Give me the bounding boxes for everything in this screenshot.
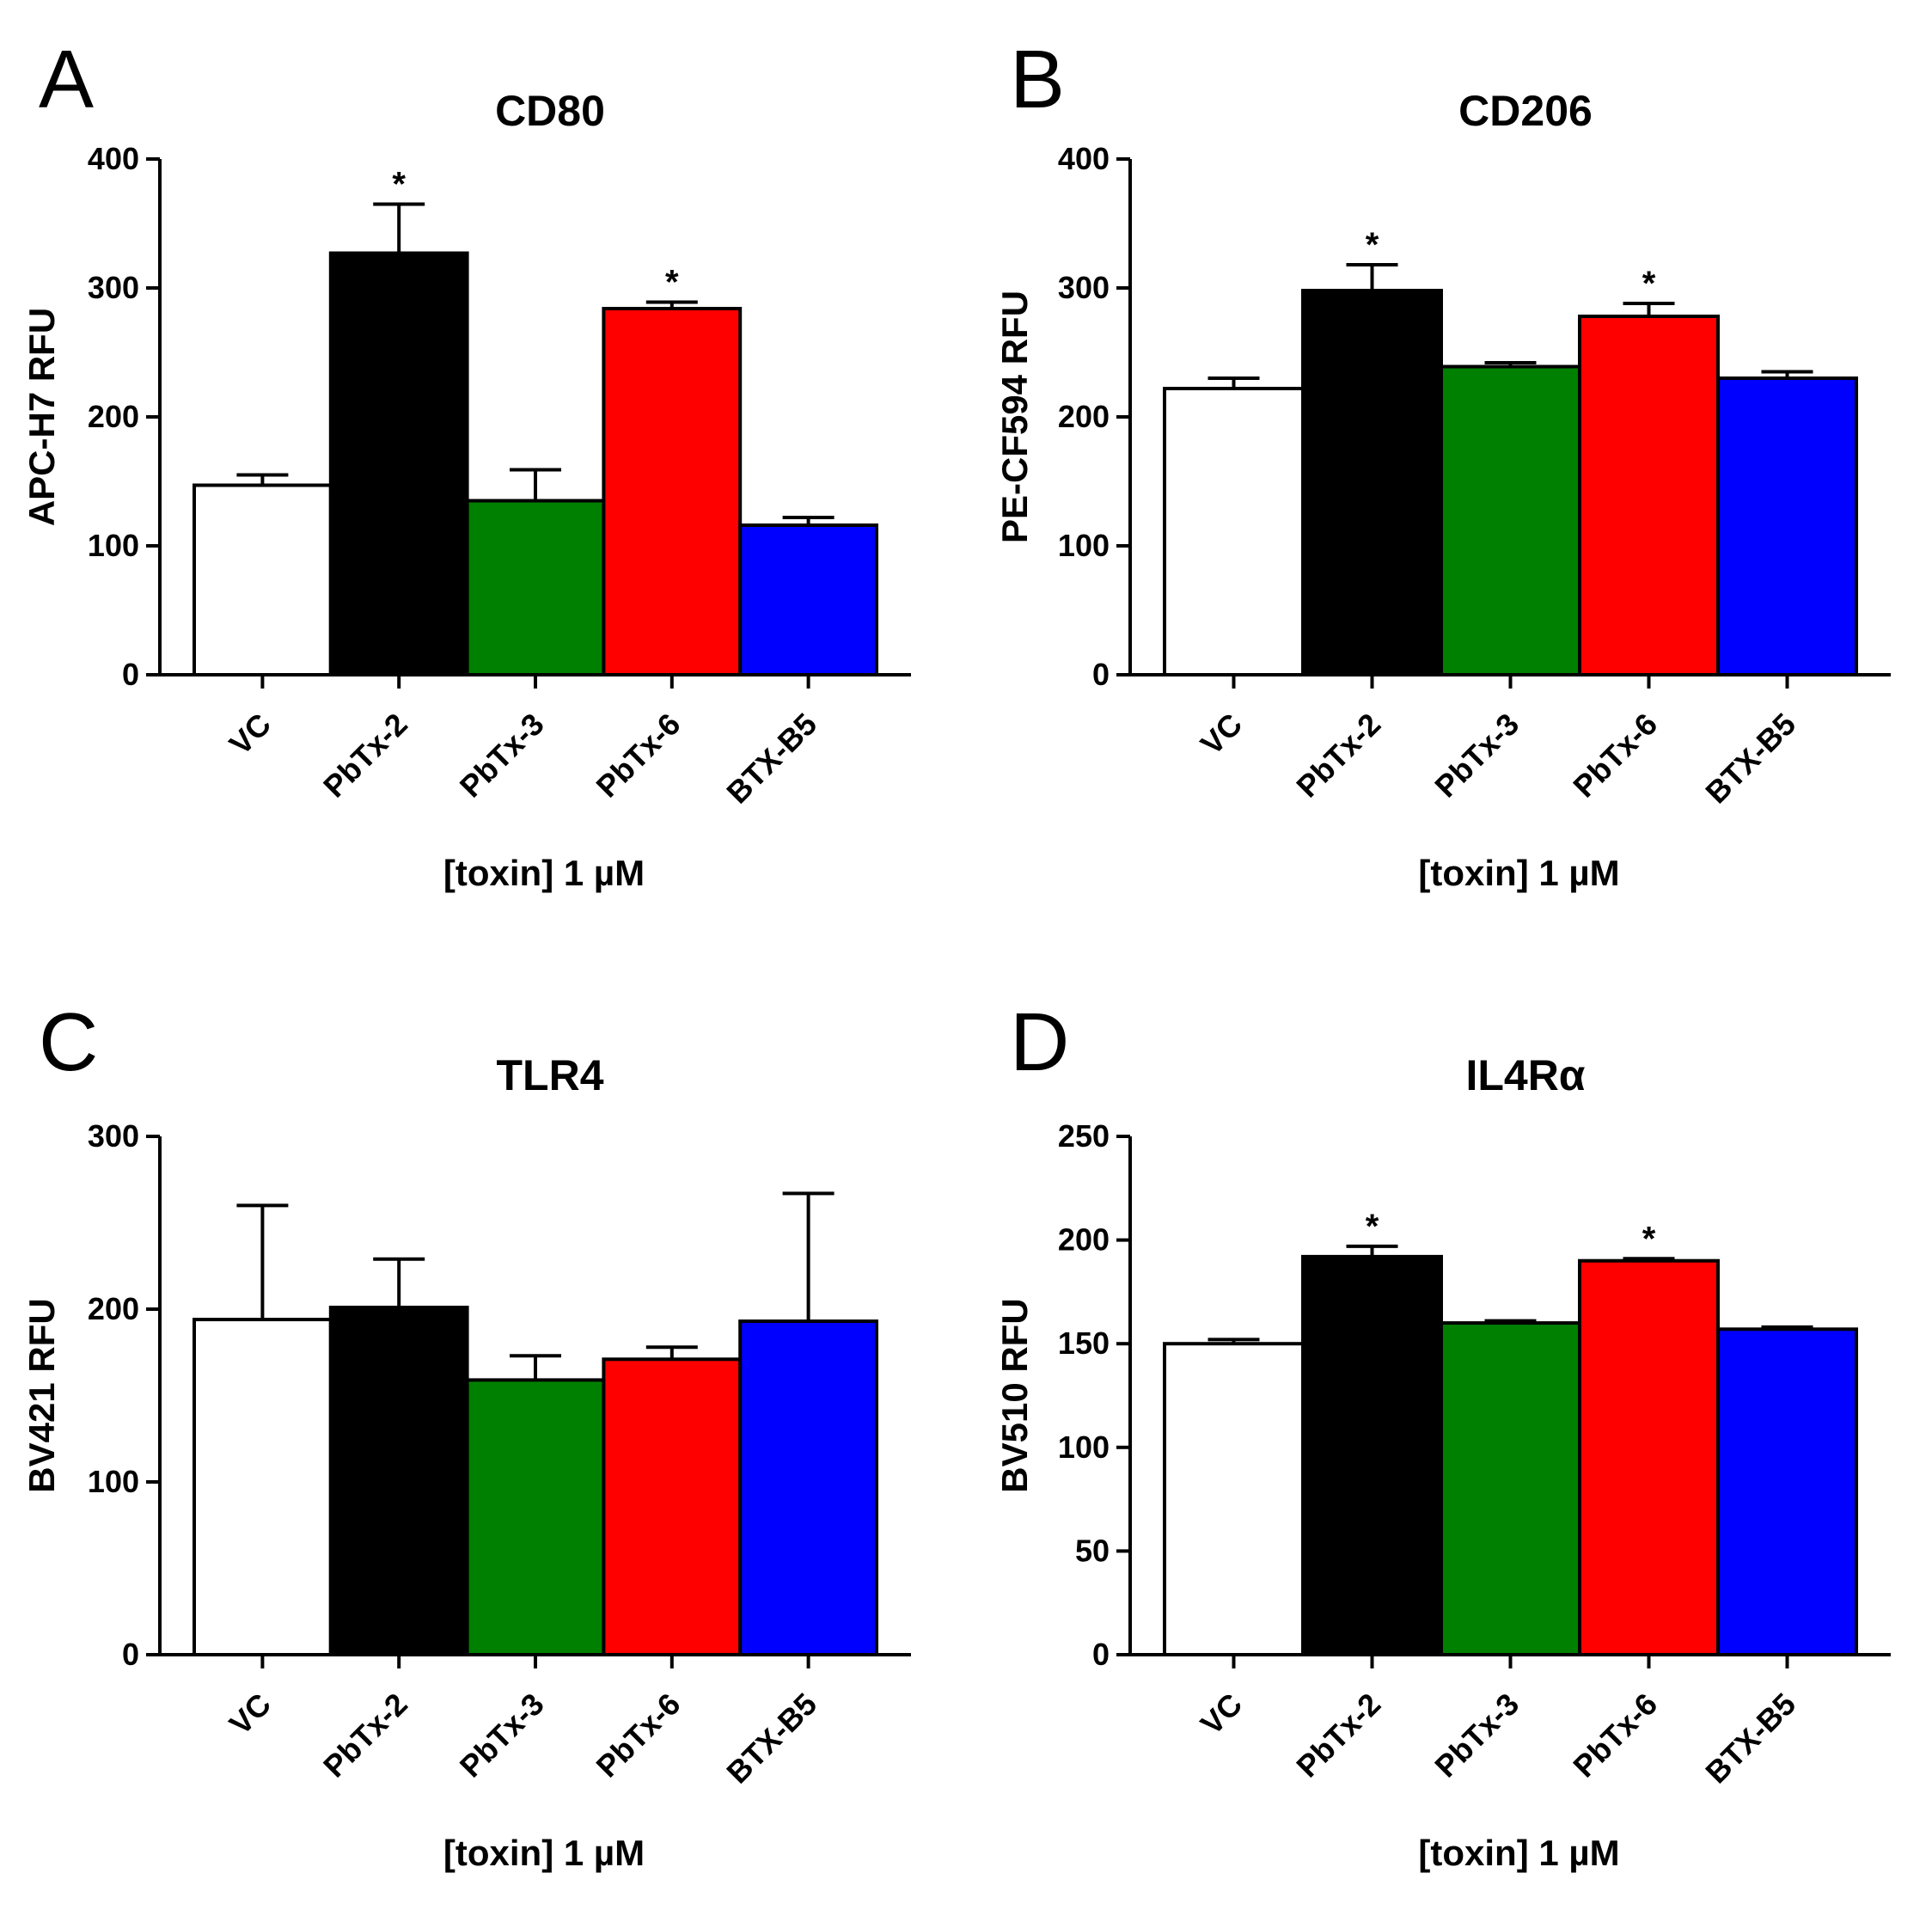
y-tick-label: 300: [88, 1118, 139, 1154]
y-tick-label: 100: [88, 1464, 139, 1499]
bar-btx-b5: [1716, 1327, 1858, 1657]
bar-btx-b5: [1716, 376, 1858, 676]
y-tick-label: 100: [1058, 528, 1110, 563]
significance-marker: *: [1366, 226, 1379, 264]
significance-marker: *: [1366, 1208, 1379, 1246]
bar-vc: [193, 1318, 333, 1657]
bar-pbtx-6: [1578, 1258, 1720, 1656]
y-tick-label: 0: [122, 1637, 139, 1672]
category-label: PbTx-2: [316, 707, 414, 805]
chart-title: TLR4: [497, 1051, 604, 1099]
significance-marker: *: [392, 166, 406, 204]
category-label: PbTx-6: [590, 707, 688, 805]
category-label: BTX-B5: [1698, 1687, 1802, 1791]
y-tick-label: 400: [1058, 141, 1110, 176]
category-label: PbTx-3: [453, 1687, 551, 1785]
bar-pbtx-6: [602, 1357, 743, 1657]
bar-btx-b5: [738, 1319, 879, 1656]
bar-pbtx-2: [328, 251, 469, 676]
y-tick-label: 0: [122, 657, 139, 692]
bar-btx-b5: [738, 523, 879, 676]
y-tick-label: 400: [88, 141, 139, 176]
significance-marker: *: [665, 264, 679, 302]
category-label: VC: [1194, 1687, 1249, 1742]
y-tick-label: 0: [1092, 1637, 1110, 1672]
chart-panel-c: C TLR4 BV421 RFU [toxin] 1 µM VC PbTx-2 PbTx-3…: [21, 996, 911, 1873]
category-label: PbTx-2: [1289, 1687, 1387, 1785]
y-tick-label: 200: [1058, 399, 1110, 434]
y-axis-title: BV421 RFU: [21, 1298, 62, 1492]
category-label: PbTx-2: [316, 1687, 414, 1785]
y-axis-title: PE-CF594 RFU: [994, 291, 1035, 543]
significance-marker: *: [1642, 1220, 1656, 1258]
y-axis-title: APC-H7 RFU: [21, 308, 62, 526]
bar-pbtx-2: [1301, 289, 1443, 676]
category-label: PbTx-3: [1428, 1687, 1525, 1785]
y-tick-label: 300: [1058, 270, 1110, 305]
bar-pbtx-3: [1440, 364, 1581, 676]
y-tick-label: 200: [88, 399, 139, 434]
bar-pbtx-2: [328, 1305, 469, 1656]
category-label: VC: [223, 707, 278, 762]
y-tick-label: 50: [1075, 1533, 1110, 1568]
category-label: PbTx-6: [590, 1687, 688, 1785]
y-axis-title: BV510 RFU: [994, 1298, 1035, 1492]
bar-pbtx-6: [602, 307, 743, 676]
category-label: BTX-B5: [719, 1687, 823, 1791]
category-label: PbTx-6: [1566, 707, 1664, 805]
y-tick-label: 150: [1058, 1325, 1110, 1361]
category-label: PbTx-6: [1566, 1687, 1664, 1785]
bar-pbtx-3: [1440, 1321, 1581, 1656]
bar-pbtx-6: [1578, 315, 1720, 676]
x-axis-title: [toxin] 1 µM: [1418, 1833, 1619, 1873]
category-label: PbTx-3: [453, 707, 551, 805]
y-tick-label: 300: [88, 270, 139, 305]
y-tick-label: 100: [88, 528, 139, 563]
panel-letter: C: [39, 996, 98, 1088]
chart-title: IL4Rα: [1465, 1051, 1585, 1099]
chart-panel-d: D IL4Rα BV510 RFU [toxin] 1 µM VC * PbTx-2 PbTx…: [994, 996, 1891, 1873]
x-axis-title: [toxin] 1 µM: [443, 1833, 645, 1873]
y-tick-label: 200: [1058, 1222, 1110, 1258]
category-label: BTX-B5: [1698, 707, 1802, 811]
y-tick-label: 250: [1058, 1118, 1110, 1154]
bar-vc: [1163, 387, 1305, 676]
panel-letter: D: [1010, 996, 1069, 1088]
y-tick-label: 100: [1058, 1429, 1110, 1465]
bar-pbtx-3: [465, 499, 606, 676]
panel-letter: A: [39, 34, 94, 125]
chart-title: CD80: [495, 87, 605, 135]
y-tick-label: 0: [1092, 657, 1110, 692]
category-label: BTX-B5: [719, 707, 823, 811]
chart-title: CD206: [1458, 87, 1593, 135]
panel-letter: B: [1010, 34, 1065, 125]
category-label: PbTx-3: [1428, 707, 1525, 805]
y-tick-label: 200: [88, 1291, 139, 1326]
category-label: PbTx-2: [1289, 707, 1387, 805]
category-label: VC: [1194, 707, 1249, 762]
bar-pbtx-3: [465, 1378, 606, 1657]
category-label: VC: [223, 1687, 278, 1742]
bar-vc: [1163, 1342, 1305, 1656]
x-axis-title: [toxin] 1 µM: [1418, 853, 1619, 893]
bar-pbtx-2: [1301, 1254, 1443, 1656]
bar-vc: [193, 483, 333, 676]
chart-panel-a: A CD80 APC-H7 RFU [toxin] 1 µM VC * PbTx-2 PbTx…: [21, 34, 911, 893]
chart-panel-b: B CD206 PE-CF594 RFU [toxin] 1 µM VC * PbTx-2 P…: [994, 34, 1891, 893]
significance-marker: *: [1642, 265, 1656, 303]
x-axis-title: [toxin] 1 µM: [443, 853, 645, 893]
